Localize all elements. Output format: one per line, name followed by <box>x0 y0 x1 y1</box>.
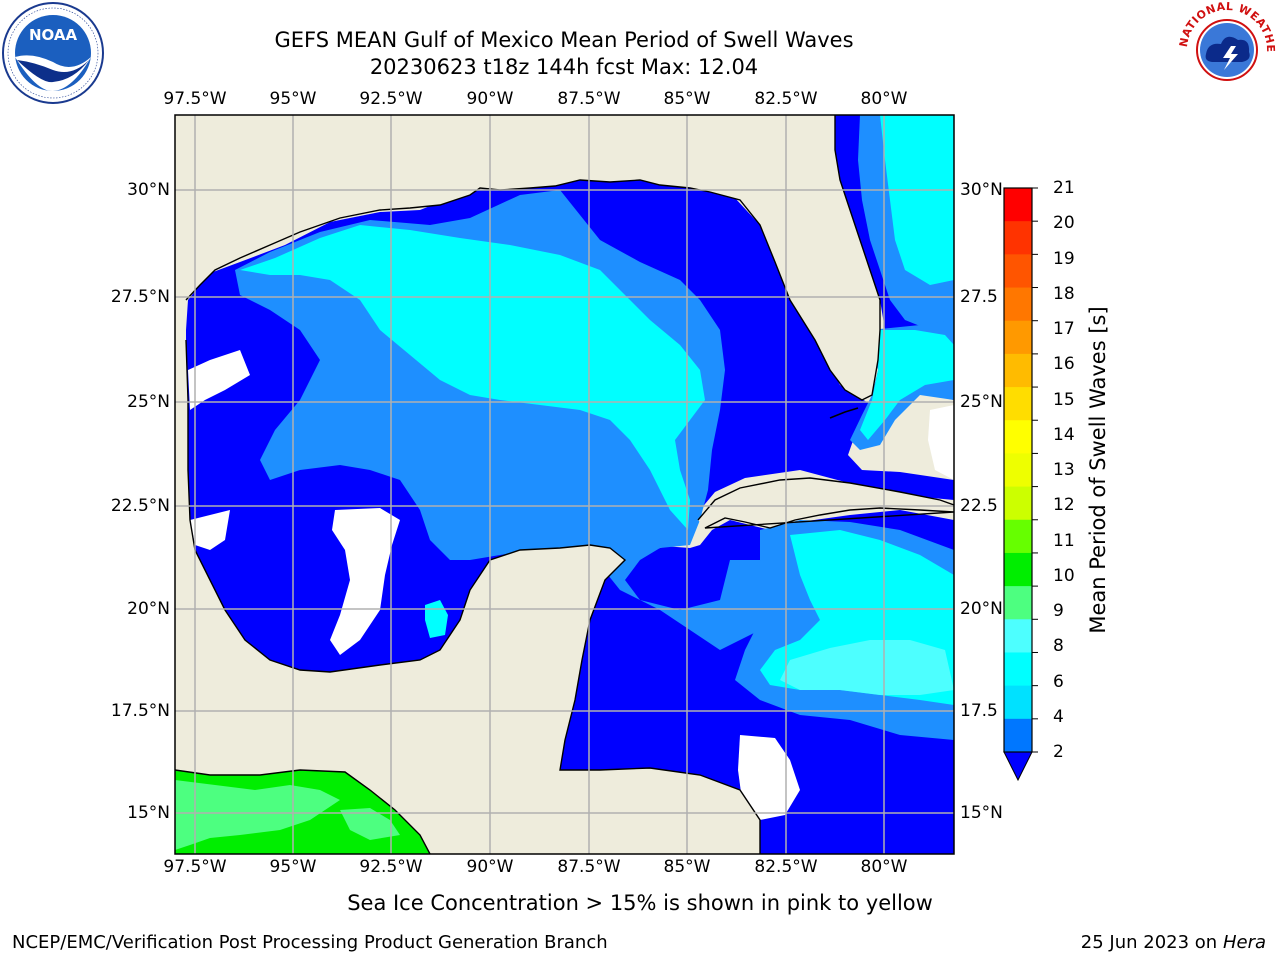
lon-gridlines <box>194 115 885 854</box>
colorbar-tick-label: 20 <box>1053 213 1075 234</box>
colorbar-tick-label: 19 <box>1053 248 1075 269</box>
us-mainland <box>175 115 880 400</box>
gulf-coastline <box>185 115 881 401</box>
lat-label-left: 20°N <box>127 599 170 619</box>
map-subtitle: 20230623 t18z 144h fcst Max: 12.04 <box>369 55 759 79</box>
lon-label-top: 85°W <box>663 89 711 109</box>
lat-label-right: 15°N <box>960 803 1003 823</box>
machine-name: Hera <box>1222 932 1266 953</box>
lat-label-left: 25°N <box>127 392 170 412</box>
lon-label-bottom: 82.5°W <box>754 857 818 877</box>
map-plot-area <box>175 115 954 854</box>
lon-label-top: 95°W <box>269 89 317 109</box>
lat-label-left: 15°N <box>127 803 170 823</box>
colorbar-tick-label: 10 <box>1053 565 1075 586</box>
colorbar-tick-label: 8 <box>1053 636 1064 657</box>
no-data-patch <box>190 510 230 550</box>
lat-label-left: 22.5°N <box>110 496 170 516</box>
colorbar-tick-label: 12 <box>1053 495 1075 516</box>
colorbar-segment <box>1004 387 1032 421</box>
lat-gridlines <box>175 189 954 814</box>
lon-label-top: 90°W <box>466 89 514 109</box>
colorbar-tick-label: 16 <box>1053 354 1075 375</box>
lon-label-bottom: 87.5°W <box>557 857 621 877</box>
mexico-coastline <box>185 339 761 854</box>
swell-6-8-s-atlantic <box>880 115 954 285</box>
colorbar-tick-label: 4 <box>1053 706 1064 727</box>
credit-line: NCEP/EMC/Verification Post Processing Pr… <box>12 932 608 953</box>
sea-ice-note: Sea Ice Concentration > 15% is shown in … <box>347 891 933 915</box>
lon-label-bottom: 97.5°W <box>163 857 227 877</box>
colorbar-segment <box>1004 453 1032 488</box>
date-text: 25 Jun 2023 on <box>1080 932 1218 953</box>
no-data-patch <box>738 735 800 820</box>
map-frame <box>174 114 955 855</box>
swell-8-10-s-pacific-east <box>340 808 400 840</box>
colorbar-extend-arrow <box>1003 751 1033 782</box>
lat-label-right: 22.5 <box>960 496 998 516</box>
colorbar-tick-label: 2 <box>1053 742 1064 762</box>
mexico-mainland <box>175 340 760 854</box>
lat-label-left: 30°N <box>127 180 170 200</box>
swell-8-10-s-pacific <box>175 780 340 850</box>
lon-label-bottom: 80°W <box>860 857 908 877</box>
colorbar-tick-label: 15 <box>1053 389 1075 410</box>
lat-label-right: 20°N <box>960 599 1003 619</box>
colorbar-tick-label: 21 <box>1053 178 1075 198</box>
svg-text:NOAA: NOAA <box>29 26 78 44</box>
colorbar-segment <box>1004 188 1032 222</box>
colorbar-segment <box>1004 287 1032 322</box>
colorbar-tick-label: 6 <box>1053 671 1064 692</box>
colorbar-segment <box>1004 519 1032 554</box>
colorbar-tick-label: 17 <box>1053 319 1075 339</box>
swell-8-9-s-caribbean <box>780 640 954 695</box>
colorbar-segment <box>1004 420 1032 454</box>
lon-label-top: 87.5°W <box>557 89 621 109</box>
colorbar-segment <box>1004 486 1032 521</box>
noaa-logo: NOAA <box>2 2 104 104</box>
no-data-patch <box>928 405 954 480</box>
lat-label-right: 25°N <box>960 392 1003 412</box>
lat-label-right: 27.5 <box>960 287 998 307</box>
lon-label-bottom: 90°W <box>466 857 514 877</box>
date-line: 25 Jun 2023 on Hera <box>1081 932 1266 953</box>
lon-label-top: 80°W <box>860 89 908 109</box>
colorbar <box>1004 187 1038 753</box>
lat-label-right: 17.5 <box>960 701 998 721</box>
lat-label-left: 27.5°N <box>110 287 170 307</box>
lon-label-top: 82.5°W <box>754 89 818 109</box>
colorbar-tick-label: 9 <box>1053 601 1064 621</box>
colorbar-segment <box>1004 320 1032 355</box>
colorbar-segment <box>1004 353 1032 388</box>
no-data-patch <box>330 508 400 655</box>
map-title: GEFS MEAN Gulf of Mexico Mean Period of … <box>274 28 854 52</box>
lon-label-top: 97.5°W <box>163 89 227 109</box>
nws-logo: NATIONAL WEATHER SERVICE <box>1171 0 1278 98</box>
lon-label-bottom: 92.5°W <box>359 857 423 877</box>
colorbar-tick-label: 18 <box>1053 283 1075 304</box>
colorbar-segment <box>1004 552 1032 587</box>
colorbar-segment <box>1004 652 1032 687</box>
colorbar-tick-label: 14 <box>1053 424 1075 445</box>
florida-keys <box>829 407 859 419</box>
colorbar-tick-label: 11 <box>1053 530 1075 551</box>
colorbar-label: Mean Period of Swell Waves [s] <box>1086 306 1110 634</box>
colorbar-segment <box>1004 586 1032 620</box>
lon-label-top: 92.5°W <box>359 89 423 109</box>
colorbar-tick-label: 13 <box>1053 460 1075 480</box>
cuba-coastline <box>697 477 954 529</box>
lat-label-left: 17.5°N <box>110 701 170 721</box>
pacific-coastline <box>175 769 431 854</box>
colorbar-segment <box>1004 254 1032 289</box>
colorbar-segment <box>1004 685 1032 720</box>
lon-label-bottom: 85°W <box>663 857 711 877</box>
lat-label-right: 30°N <box>960 180 1003 200</box>
colorbar-segment <box>1004 221 1032 255</box>
colorbar-frame <box>1003 187 1033 753</box>
no-data-patch <box>188 350 250 410</box>
colorbar-segment <box>1004 718 1032 753</box>
colorbar-segment <box>1004 619 1032 653</box>
lon-label-bottom: 95°W <box>269 857 317 877</box>
